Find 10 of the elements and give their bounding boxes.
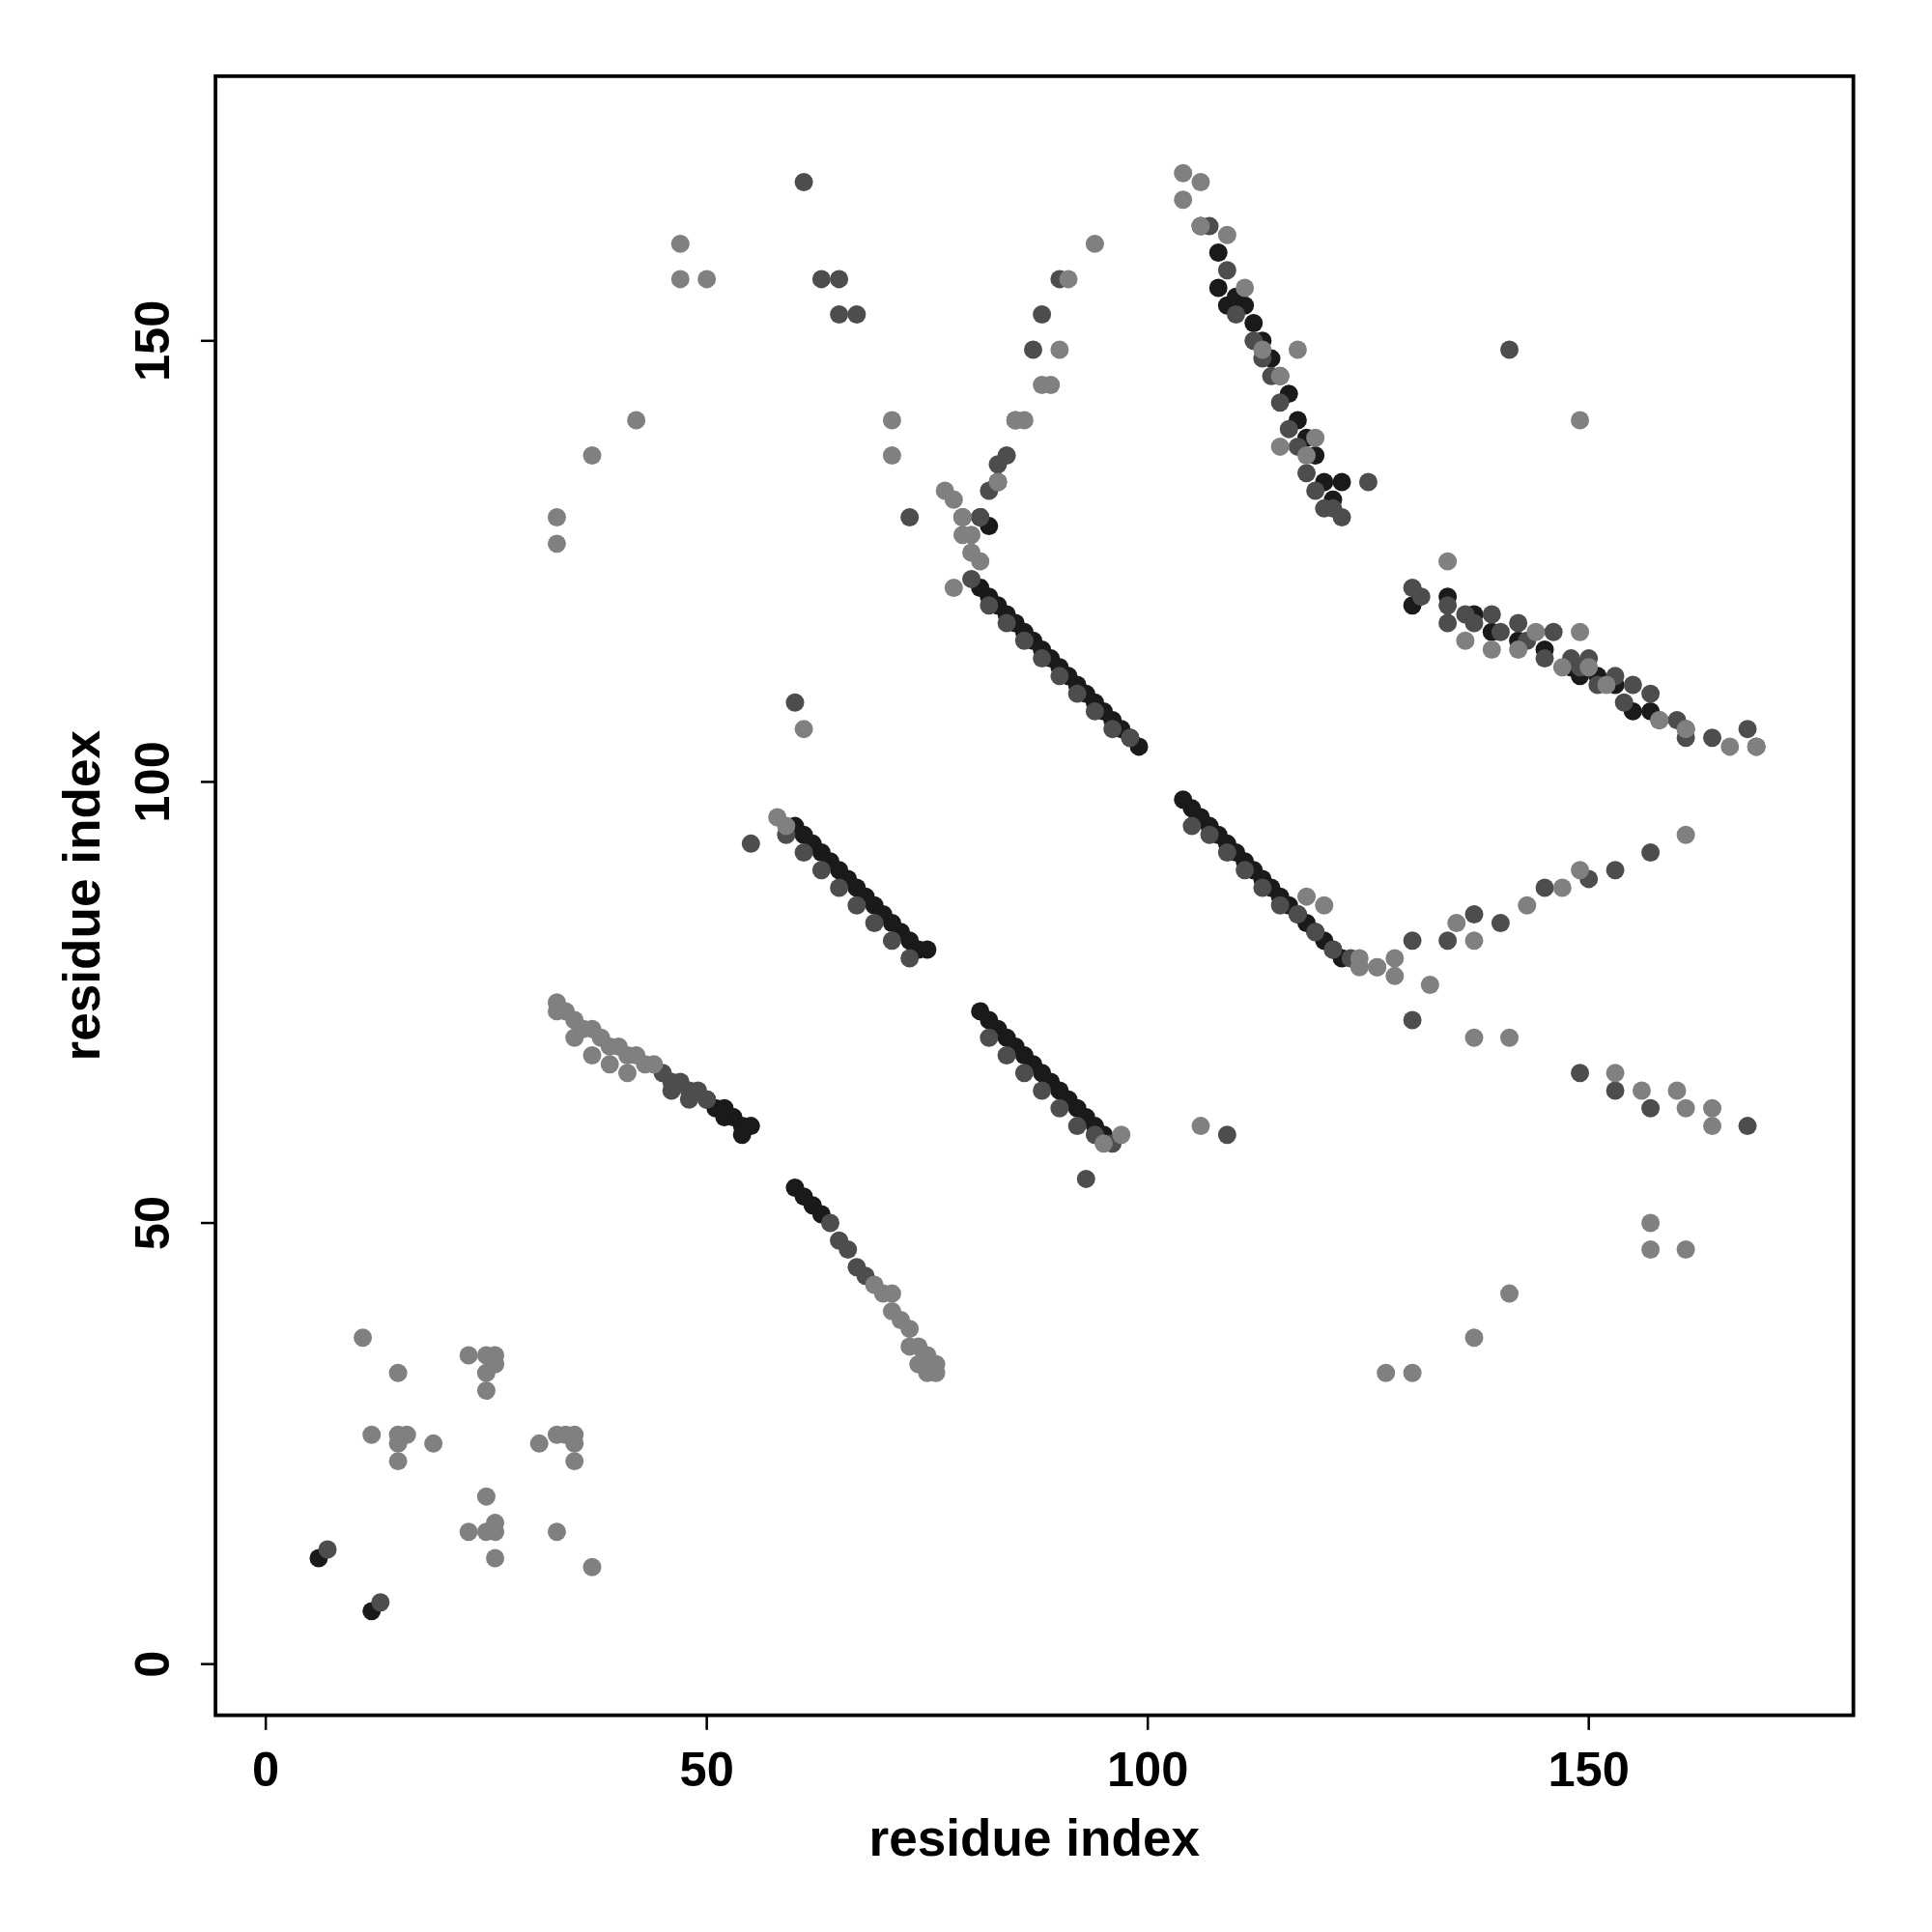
y-tick-label: 50 [125, 1195, 181, 1251]
y-axis-title: residue index [52, 729, 110, 1062]
y-tick-label: 100 [125, 741, 181, 823]
x-axis-title: residue index [868, 1809, 1201, 1867]
x-tick-label: 0 [252, 1742, 280, 1798]
y-tick-label: 0 [125, 1650, 181, 1678]
y-tick-label: 150 [125, 299, 181, 383]
x-tick-label: 150 [1548, 1742, 1630, 1798]
x-tick-label: 50 [679, 1742, 734, 1798]
x-tick-label: 100 [1106, 1742, 1189, 1798]
